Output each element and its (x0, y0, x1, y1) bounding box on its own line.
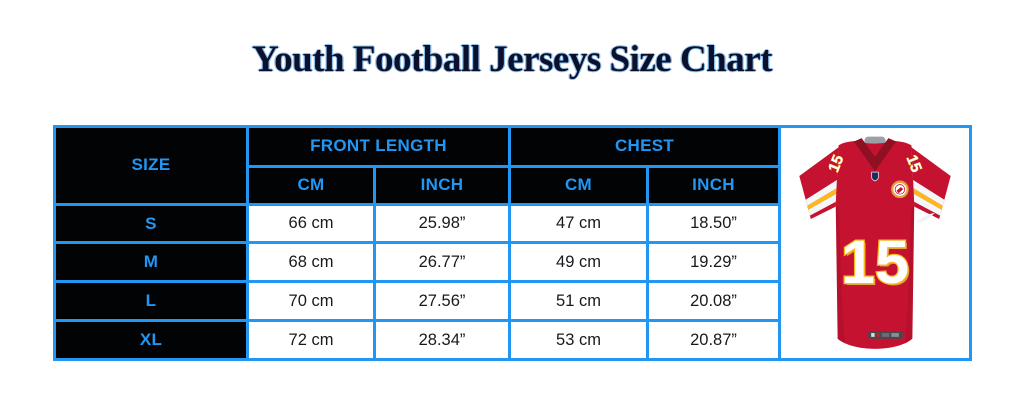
chest-cm-cell: 51 cm (508, 280, 650, 323)
chest-number: 15 (841, 228, 909, 296)
right-cuff-stripe-white2 (912, 179, 945, 206)
front-cm-cell: 72 cm (246, 319, 376, 361)
table-row-l: L 70 cm 27.56” 51 cm 20.08” (53, 280, 971, 323)
size-cell: L (53, 280, 249, 323)
front-cm-cell: 66 cm (246, 202, 376, 245)
table-row-s: S 66 cm 25.98” 47 cm 18.50” (53, 202, 971, 245)
header-front-length-cell: FRONT LENGTH (245, 125, 512, 168)
left-shoulder-number: 15 (825, 152, 847, 175)
nfl-shield-icon (871, 171, 879, 182)
right-cuff-stripe-white (913, 193, 942, 216)
front-inch-cell: 27.56” (372, 280, 512, 323)
jersey-shade-left (835, 204, 846, 345)
jersey-image: 15 15 15 15 (781, 128, 969, 358)
chest-inch-cell: 20.08” (646, 280, 782, 323)
chest-inch-cell: 18.50” (646, 202, 782, 245)
left-cuff-stripe-white (808, 193, 837, 216)
header-front-inch-cell: INCH (372, 164, 512, 206)
nike-swoosh-icon (917, 212, 935, 223)
front-inch-cell: 26.77” (372, 241, 512, 284)
chest-cm-cell: 47 cm (508, 202, 650, 245)
table-row-xl: XL 72 cm 28.34” 53 cm 20.87” (53, 319, 971, 361)
chest-cm-cell: 53 cm (508, 319, 650, 361)
chest-inch-cell: 20.87” (646, 319, 782, 361)
header-front-cm-cell: CM (246, 164, 376, 206)
left-cuff-stripe-white2 (805, 179, 838, 206)
chest-number-shadow: 15 (843, 230, 911, 298)
jersey-collar (853, 138, 897, 172)
page-title: Youth Football Jerseys Size Chart (252, 39, 772, 80)
right-cuff-stripe-gold (913, 188, 943, 210)
front-inch-cell: 25.98” (372, 202, 512, 245)
front-cm-cell: 68 cm (246, 241, 376, 284)
jock-tag (868, 331, 903, 339)
header-chest-inch-cell: INCH (646, 164, 782, 206)
size-chart-table: SIZE FRONT LENGTH CHEST (53, 125, 973, 361)
size-cell: S (53, 202, 249, 245)
jersey-cell: 15 15 15 15 (778, 125, 973, 361)
header-size-cell: SIZE (53, 125, 249, 206)
front-inch-cell: 28.34” (372, 319, 512, 361)
header-chest-cm-cell: CM (508, 164, 650, 206)
chest-cm-cell: 49 cm (508, 241, 650, 284)
front-cm-cell: 70 cm (246, 280, 376, 323)
jersey-inner-collar (864, 136, 886, 146)
size-cell: M (53, 241, 249, 284)
table-row-m: M 68 cm 26.77” 49 cm 19.29” (53, 241, 971, 284)
left-cuff-stripe-gold (807, 188, 837, 210)
chest-inch-cell: 19.29” (646, 241, 782, 284)
size-cell: XL (53, 319, 249, 361)
right-shoulder-number: 15 (903, 153, 925, 176)
header-chest-cell: CHEST (508, 125, 782, 168)
team-patch-icon (891, 180, 909, 199)
jersey-shade-right (904, 204, 915, 345)
